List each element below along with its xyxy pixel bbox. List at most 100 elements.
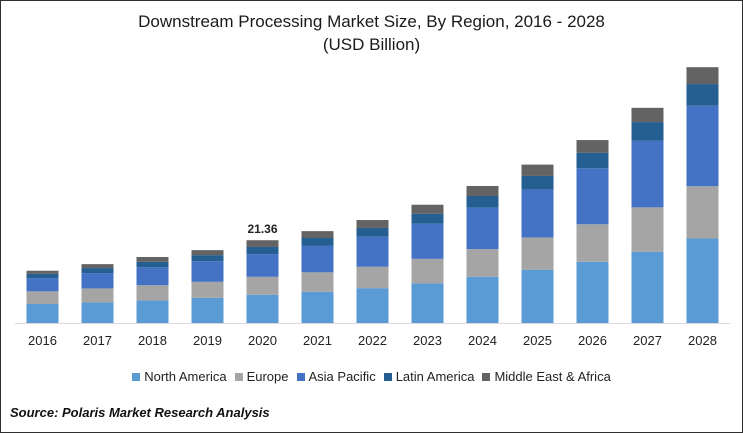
bar-segment-2017-north-america: [81, 302, 114, 323]
bar-segment-2016-asia-pacific: [26, 278, 59, 292]
bar-segment-2016-europe: [26, 291, 59, 304]
x-tick-label: 2025: [523, 333, 552, 348]
bar-segment-2022-middle-east-africa: [356, 220, 389, 228]
legend-label: North America: [144, 369, 227, 384]
bar-segment-2017-europe: [81, 288, 114, 303]
bar-segment-2018-latin-america: [136, 261, 169, 268]
x-tick-label: 2024: [468, 333, 497, 348]
x-tick-label: 2028: [688, 333, 717, 348]
bar-segment-2025-middle-east-africa: [521, 164, 554, 176]
bar-segment-2021-north-america: [301, 291, 334, 323]
bar-segment-2027-europe: [631, 207, 664, 252]
bar-segment-2020-latin-america: [246, 246, 279, 255]
bar-segment-2021-asia-pacific: [301, 245, 334, 273]
bar-segment-2021-middle-east-africa: [301, 231, 334, 238]
bar-segment-2018-middle-east-africa: [136, 257, 169, 262]
bar-segment-2023-asia-pacific: [411, 223, 444, 259]
bar-segment-2027-latin-america: [631, 122, 664, 141]
bar-segment-2025-asia-pacific: [521, 189, 554, 238]
legend-swatch: [296, 372, 305, 381]
bar-segment-2022-europe: [356, 266, 389, 289]
bar-segment-2025-europe: [521, 237, 554, 270]
legend-label: Europe: [246, 369, 289, 384]
x-tick-label: 2019: [193, 333, 222, 348]
chart-subtitle: (USD Billion): [322, 35, 421, 54]
bar-segment-2023-europe: [411, 258, 444, 284]
bar-segment-2019-asia-pacific: [191, 261, 224, 282]
bar-segment-2018-europe: [136, 285, 169, 301]
x-tick-label: 2017: [83, 333, 112, 348]
legend-label: Middle East & Africa: [494, 369, 611, 384]
legend-swatch: [234, 372, 243, 381]
x-tick-label: 2027: [633, 333, 662, 348]
bar-segment-2017-latin-america: [81, 268, 114, 274]
bar-segment-2016-north-america: [26, 303, 59, 323]
bar-segment-2028-latin-america: [686, 84, 719, 106]
bar-segment-2024-europe: [466, 249, 499, 277]
x-tick-label: 2020: [248, 333, 277, 348]
bar-segment-2019-north-america: [191, 297, 224, 323]
bar-segment-2024-middle-east-africa: [466, 185, 499, 197]
bar-segment-2026-europe: [576, 224, 609, 262]
bar-segment-2017-asia-pacific: [81, 273, 114, 289]
legend-swatch: [482, 372, 491, 381]
bar-segment-2026-north-america: [576, 261, 609, 323]
bar-segment-2016-latin-america: [26, 273, 59, 279]
bar-segment-2027-middle-east-africa: [631, 107, 664, 123]
bar-segment-2028-middle-east-africa: [686, 67, 719, 85]
bar-segment-2026-middle-east-africa: [576, 140, 609, 153]
bar-segment-2023-north-america: [411, 283, 444, 323]
bar-segment-2026-latin-america: [576, 152, 609, 169]
x-axis-ticks: 2016 2017 2018 2019 2020 2021 2022 2023 2024 2025…: [28, 333, 717, 348]
source-note: Source: Polaris Market Research Analysis: [10, 405, 270, 420]
bar-segment-2017-middle-east-africa: [81, 264, 114, 269]
bar-segment-2027-north-america: [631, 251, 664, 323]
bar-segment-2020-north-america: [246, 294, 279, 323]
legend-label: Latin America: [395, 369, 475, 384]
bar-segment-2019-latin-america: [191, 255, 224, 262]
data-labels: 21.36: [247, 222, 277, 236]
bar-segment-2026-asia-pacific: [576, 168, 609, 225]
x-tick-label: 2016: [28, 333, 57, 348]
bar-segment-2020-europe: [246, 276, 279, 295]
bar-segment-2022-north-america: [356, 288, 389, 323]
legend-item-europe: Europe: [234, 369, 289, 384]
bar-segment-2022-latin-america: [356, 227, 389, 237]
chart-title: Downstream Processing Market Size, By Re…: [138, 12, 605, 31]
bar-segment-2025-north-america: [521, 269, 554, 323]
data-label-2020: 21.36: [247, 222, 277, 236]
legend-label: Asia Pacific: [308, 369, 376, 384]
legend-item-middle-east-africa: Middle East & Africa: [482, 369, 611, 384]
bar-segment-2018-asia-pacific: [136, 267, 169, 286]
bar-segment-2016-middle-east-africa: [26, 270, 59, 274]
bar-segment-2023-middle-east-africa: [411, 204, 444, 214]
bar-segment-2021-latin-america: [301, 237, 334, 246]
legend-item-latin-america: Latin America: [383, 369, 475, 384]
bar-segment-2023-latin-america: [411, 213, 444, 224]
bar-segment-2024-asia-pacific: [466, 207, 499, 250]
bar-segment-2019-europe: [191, 281, 224, 298]
x-tick-label: 2018: [138, 333, 167, 348]
bar-segment-2028-north-america: [686, 238, 719, 323]
bar-segment-2024-north-america: [466, 276, 499, 323]
bar-segment-2027-asia-pacific: [631, 140, 664, 208]
bar-layer: [26, 67, 719, 323]
bar-segment-2020-asia-pacific: [246, 254, 279, 277]
bar-segment-2024-latin-america: [466, 196, 499, 208]
x-tick-label: 2026: [578, 333, 607, 348]
bar-segment-2028-europe: [686, 186, 719, 239]
bar-segment-2021-europe: [301, 272, 334, 292]
legend: North America Europe Asia Pacific Latin Ame…: [1, 369, 742, 384]
bar-segment-2022-asia-pacific: [356, 236, 389, 267]
x-tick-label: 2023: [413, 333, 442, 348]
bar-segment-2020-middle-east-africa: [246, 240, 279, 247]
legend-swatch: [132, 372, 141, 381]
bar-segment-2028-asia-pacific: [686, 105, 719, 187]
bar-segment-2025-latin-america: [521, 175, 554, 190]
legend-item-asia-pacific: Asia Pacific: [296, 369, 376, 384]
bar-segment-2019-middle-east-africa: [191, 250, 224, 256]
legend-item-north-america: North America: [132, 369, 227, 384]
bar-segment-2018-north-america: [136, 300, 169, 323]
